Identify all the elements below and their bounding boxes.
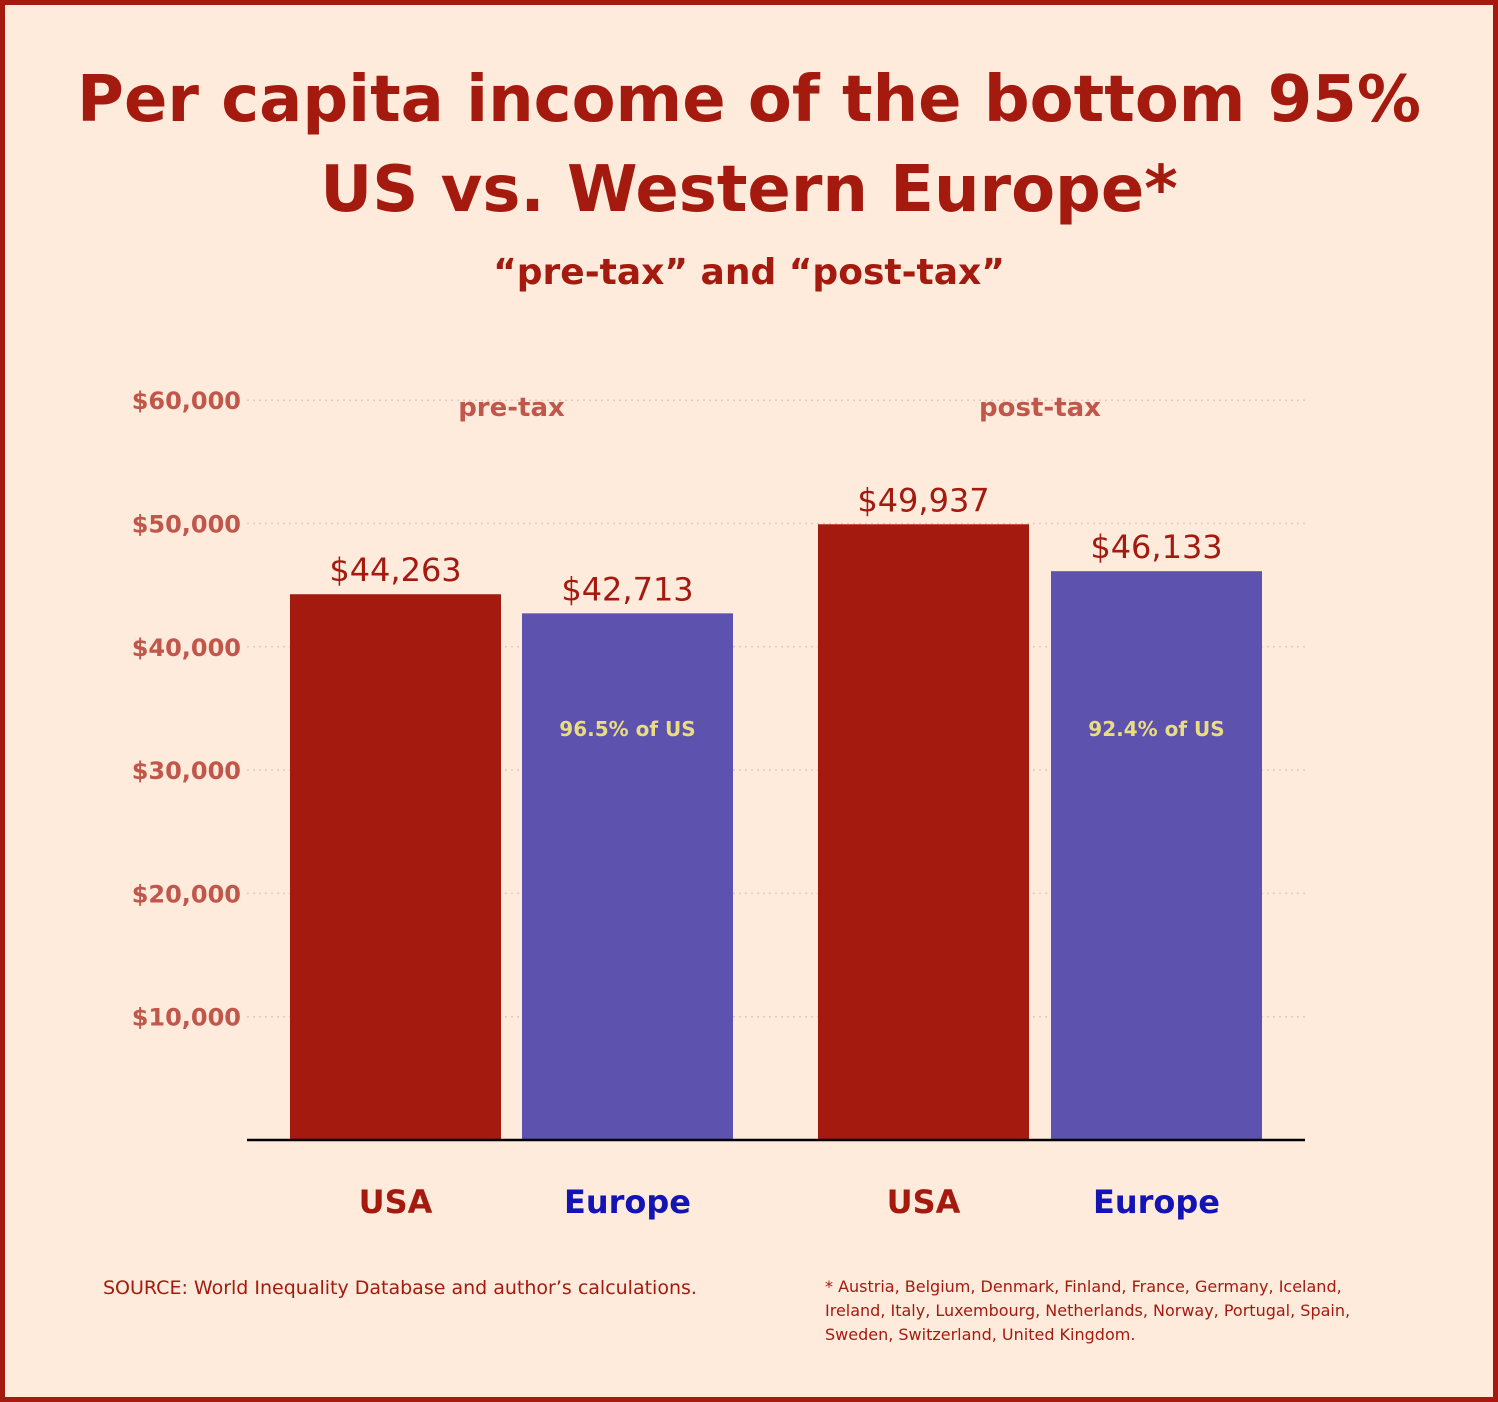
bar-pre-tax-europe xyxy=(522,613,733,1140)
x-category-label: USA xyxy=(887,1183,961,1221)
y-tick-label: $40,000 xyxy=(132,634,241,662)
bar-post-tax-europe xyxy=(1051,571,1262,1140)
bar-value-label: $46,133 xyxy=(1090,528,1222,566)
y-tick-label: $50,000 xyxy=(132,511,241,539)
y-tick-label: $20,000 xyxy=(132,880,241,908)
y-tick-label: $10,000 xyxy=(132,1004,241,1032)
percent-of-us-label: 92.4% of US xyxy=(1088,717,1224,741)
source-note: SOURCE: World Inequality Database and au… xyxy=(103,1277,697,1299)
y-tick-label: $30,000 xyxy=(132,757,241,785)
y-tick-label: $60,000 xyxy=(132,387,241,415)
bar-post-tax-usa xyxy=(818,524,1029,1140)
x-category-label: Europe xyxy=(564,1183,691,1221)
bar-pre-tax-usa xyxy=(290,594,501,1140)
chart-title-line2: US vs. Western Europe* xyxy=(320,153,1178,227)
x-category-label: USA xyxy=(359,1183,433,1221)
chart-title-line1: Per capita income of the bottom 95% xyxy=(77,63,1421,137)
chart-subtitle: “pre-tax” and “post-tax” xyxy=(493,252,1005,293)
bar-value-label: $49,937 xyxy=(857,481,989,519)
group-label-pre-tax: pre-tax xyxy=(458,393,565,423)
bar-chart: $10,000 $20,000 $30,000 $40,000 $50,000 $60,0… xyxy=(132,387,1305,1221)
group-label-post-tax: post-tax xyxy=(979,393,1101,423)
x-category-label: Europe xyxy=(1093,1183,1220,1221)
percent-of-us-label: 96.5% of US xyxy=(559,717,695,741)
bar-value-label: $44,263 xyxy=(329,551,461,589)
country-footnote: * Austria, Belgium, Denmark, Finland, Fr… xyxy=(825,1277,1351,1344)
bar-value-label: $42,713 xyxy=(561,570,693,608)
